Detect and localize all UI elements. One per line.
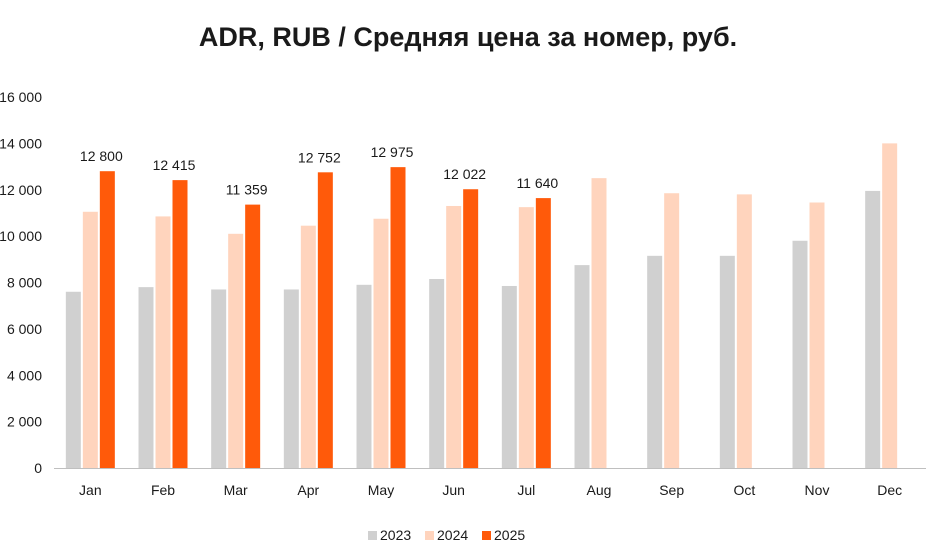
x-tick-label: Jun bbox=[442, 482, 465, 498]
data-label-apr: 12 752 bbox=[298, 149, 341, 165]
bar-2025-jul bbox=[535, 198, 551, 468]
bar-2025-jan bbox=[99, 171, 115, 468]
bar-2024-jun bbox=[446, 205, 462, 468]
data-label-jul: 11 640 bbox=[516, 175, 558, 191]
bar-2023-aug bbox=[574, 265, 590, 468]
bar-2024-oct bbox=[736, 194, 752, 468]
legend-label-2024: 2024 bbox=[437, 527, 468, 543]
bar-2023-apr bbox=[283, 289, 299, 468]
y-tick-label: 0 bbox=[34, 460, 42, 476]
y-tick-label: 16 000 bbox=[0, 89, 42, 105]
y-tick-label: 8 000 bbox=[7, 275, 42, 291]
legend-label-2025: 2025 bbox=[494, 527, 525, 543]
y-tick-label: 10 000 bbox=[0, 228, 42, 244]
bar-2024-sep bbox=[664, 193, 680, 468]
y-tick-label: 2 000 bbox=[7, 414, 42, 430]
data-label-jan: 12 800 bbox=[80, 148, 123, 164]
x-tick-label: Oct bbox=[733, 482, 755, 498]
y-tick-label: 6 000 bbox=[7, 321, 42, 337]
bar-2023-nov bbox=[792, 240, 808, 468]
y-tick-label: 14 000 bbox=[0, 135, 42, 151]
data-labels-layer: 12 800 12 415 11 359 12 752 12 975 12 022 11 6… bbox=[80, 144, 559, 197]
legend: 2023 2024 2025 bbox=[368, 527, 525, 543]
bar-2023-feb bbox=[138, 287, 154, 468]
bar-2025-apr bbox=[317, 172, 333, 469]
chart-title: ADR, RUB / Средняя цена за номер, руб. bbox=[198, 22, 738, 52]
data-label-mar: 11 359 bbox=[226, 182, 268, 198]
bar-2024-may bbox=[373, 218, 389, 468]
data-label-may: 12 975 bbox=[371, 144, 414, 160]
bar-2025-mar bbox=[245, 204, 261, 468]
bar-2023-oct bbox=[719, 255, 735, 468]
bar-2024-jan bbox=[82, 211, 98, 468]
legend-label-2023: 2023 bbox=[380, 527, 411, 543]
bar-2025-may bbox=[390, 167, 406, 468]
x-tick-label: Dec bbox=[877, 482, 902, 498]
bar-2024-dec bbox=[882, 143, 898, 468]
bar-2023-jul bbox=[501, 285, 517, 468]
x-tick-label: Jan bbox=[79, 482, 102, 498]
bar-2024-feb bbox=[155, 216, 171, 468]
bar-2024-nov bbox=[809, 202, 825, 469]
x-tick-label: Aug bbox=[587, 482, 612, 498]
bar-2025-feb bbox=[172, 180, 188, 468]
x-tick-label: Nov bbox=[805, 482, 830, 498]
data-label-feb: 12 415 bbox=[153, 157, 196, 173]
bar-2025-jun bbox=[463, 189, 479, 468]
bars-layer bbox=[65, 143, 898, 469]
bar-2023-sep bbox=[647, 255, 663, 468]
y-tick-label: 12 000 bbox=[0, 182, 42, 198]
y-tick-label: 4 000 bbox=[7, 367, 42, 383]
bar-2023-mar bbox=[211, 289, 227, 468]
bar-2023-jun bbox=[429, 279, 445, 468]
x-axis: Jan Feb Mar Apr May Jun Jul Aug Sep Oct Nov Dec bbox=[54, 468, 926, 498]
legend-swatch-2023 bbox=[368, 531, 377, 540]
x-tick-label: May bbox=[368, 482, 394, 498]
x-tick-label: Apr bbox=[297, 482, 319, 498]
y-axis: 0 2 000 4 000 6 000 8 000 10 000 12 000 14 000 1… bbox=[0, 89, 42, 476]
bar-2024-apr bbox=[300, 225, 316, 468]
bar-2024-jul bbox=[518, 207, 534, 468]
bar-2023-jan bbox=[65, 291, 81, 468]
data-label-jun: 12 022 bbox=[443, 166, 486, 182]
bar-2024-mar bbox=[228, 233, 244, 468]
bar-2023-may bbox=[356, 284, 372, 468]
x-tick-label: Mar bbox=[224, 482, 248, 498]
x-tick-label: Sep bbox=[659, 482, 684, 498]
x-tick-label: Jul bbox=[517, 482, 535, 498]
legend-swatch-2024 bbox=[425, 531, 434, 540]
x-tick-label: Feb bbox=[151, 482, 175, 498]
bar-2024-aug bbox=[591, 178, 607, 468]
bar-2023-dec bbox=[865, 190, 881, 469]
legend-swatch-2025 bbox=[482, 531, 491, 540]
